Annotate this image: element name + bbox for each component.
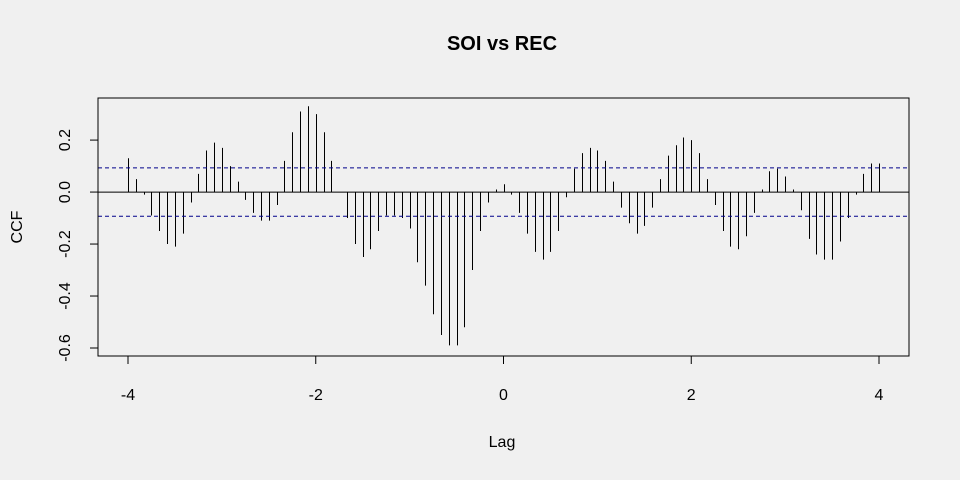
plot-area bbox=[97, 97, 910, 357]
ccf-bars bbox=[128, 106, 880, 346]
x-tick-label: -2 bbox=[309, 387, 323, 404]
y-tick-label: -0.4 bbox=[57, 282, 74, 310]
x-tick-label: -4 bbox=[121, 387, 135, 404]
x-tick-label: 4 bbox=[875, 387, 884, 404]
plot-frame bbox=[97, 97, 910, 357]
y-tick-label: -0.2 bbox=[57, 230, 74, 258]
chart-title: SOI vs REC bbox=[447, 33, 557, 55]
x-axis-title: Lag bbox=[489, 434, 516, 451]
y-tick-label: 0.0 bbox=[57, 181, 74, 203]
x-tick-label: 2 bbox=[687, 387, 696, 404]
y-tick-label: -0.6 bbox=[57, 334, 74, 362]
y-axis: -0.6 -0.4 -0.2 0.0 0.2 bbox=[57, 129, 99, 362]
y-axis-title: CCF bbox=[9, 210, 26, 243]
x-axis: -4 -2 0 2 4 bbox=[121, 355, 884, 404]
x-tick-label: 0 bbox=[499, 387, 508, 404]
confidence-bounds bbox=[98, 167, 909, 217]
y-tick-label: 0.2 bbox=[57, 129, 74, 151]
